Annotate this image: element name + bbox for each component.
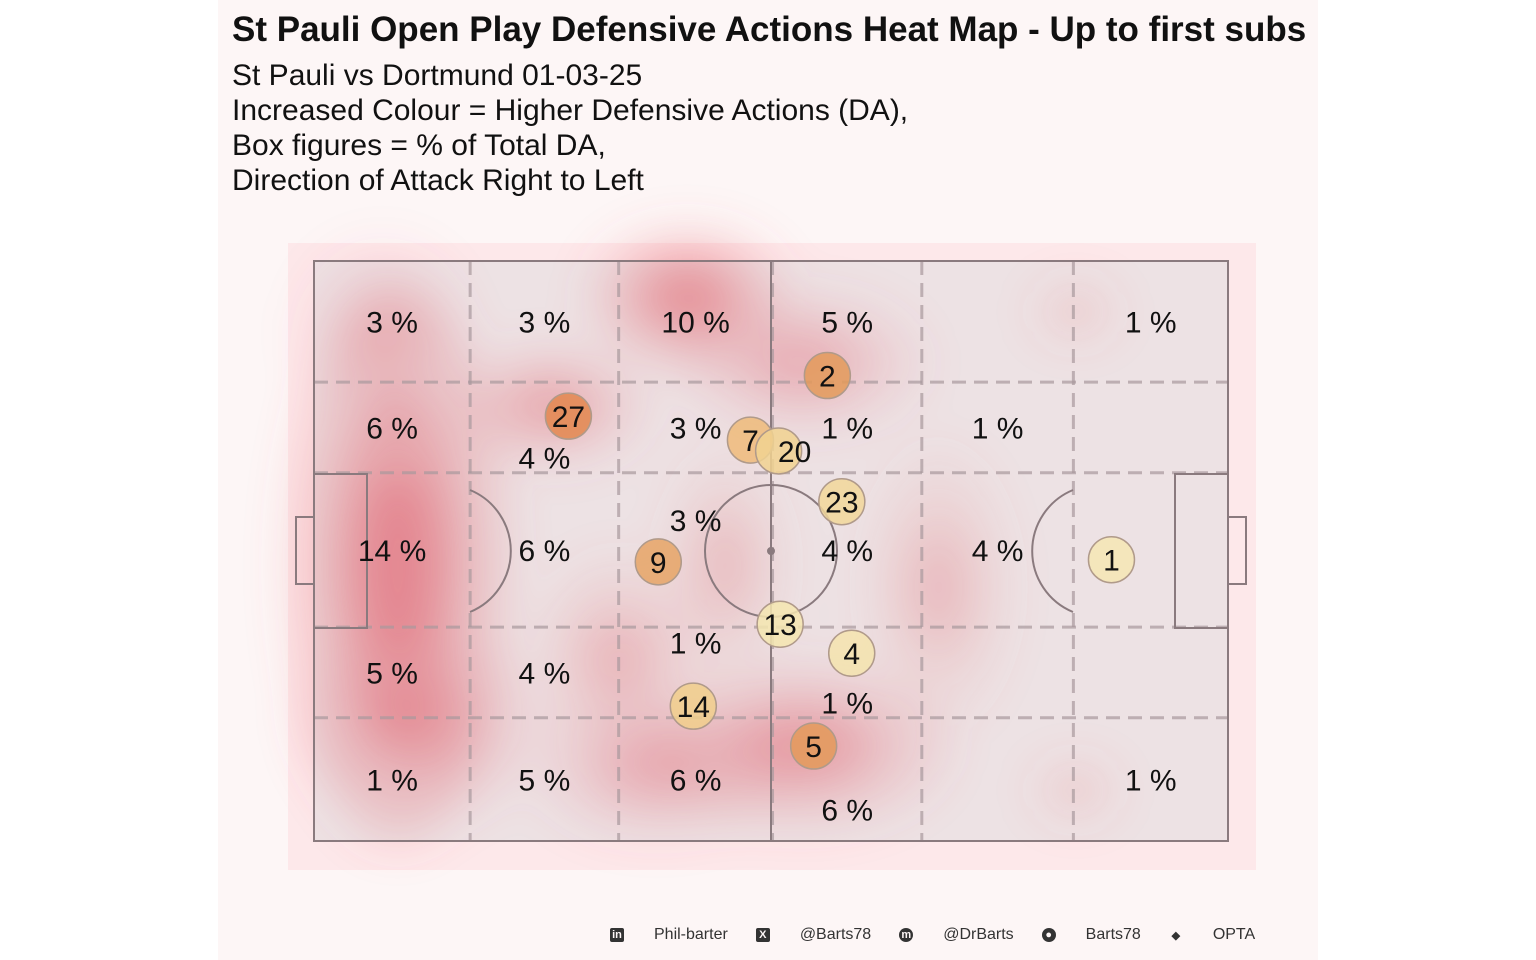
zone-percent-label: 14 % bbox=[358, 535, 426, 568]
footer-linkedin: Phil-barter bbox=[654, 926, 728, 943]
footer-credits: in Phil-barter X @Barts78 m @DrBarts ● B… bbox=[610, 926, 1283, 944]
pitch-markings bbox=[295, 260, 1247, 842]
player-markers: 2 27 7 20 23 9 1 13 4 14 5 bbox=[544, 351, 1136, 770]
player-marker: 9 bbox=[634, 538, 683, 586]
x-twitter-icon: X bbox=[755, 928, 770, 942]
linkedin-icon: in bbox=[610, 928, 624, 942]
zone-percent-label: 5 % bbox=[519, 764, 571, 797]
player-number: 5 bbox=[805, 731, 822, 764]
zone-percent-label: 3 % bbox=[519, 307, 571, 340]
subtitle-line: Increased Colour = Higher Defensive Acti… bbox=[232, 94, 909, 127]
player-circle bbox=[827, 629, 876, 677]
density-blob bbox=[653, 273, 721, 322]
player-number: 23 bbox=[825, 487, 858, 520]
chart-title: St Pauli Open Play Defensive Actions Hea… bbox=[232, 10, 1307, 49]
player-marker: 13 bbox=[756, 600, 804, 648]
zone-percent-label: 10 % bbox=[661, 307, 729, 340]
zone-percent-label: 3 % bbox=[366, 307, 418, 340]
player-marker: 27 bbox=[544, 392, 593, 440]
player-marker: 4 bbox=[827, 629, 876, 677]
density-blob bbox=[1058, 299, 1093, 324]
player-number: 9 bbox=[650, 547, 667, 580]
player-marker: 5 bbox=[789, 722, 838, 770]
footer-mastodon: @DrBarts bbox=[943, 926, 1014, 943]
zone-percent-label: 4 % bbox=[972, 535, 1024, 568]
zone-percent-label: 1 % bbox=[1125, 307, 1177, 340]
zone-percent-label: 4 % bbox=[519, 442, 571, 475]
zone-percent-label: 5 % bbox=[821, 307, 873, 340]
left-penalty-arc bbox=[469, 489, 512, 613]
zone-percent-label: 1 % bbox=[821, 687, 873, 720]
density-blob bbox=[378, 693, 463, 757]
player-circle bbox=[803, 351, 852, 400]
zone-percent-label: 6 % bbox=[366, 412, 418, 445]
player-circle bbox=[669, 682, 718, 730]
zone-percent-label: 1 % bbox=[972, 412, 1024, 445]
player-number: 13 bbox=[763, 609, 796, 642]
zone-percent-label: 6 % bbox=[519, 535, 571, 568]
footer-source: OPTA bbox=[1212, 926, 1256, 943]
player-marker: 2 bbox=[803, 351, 852, 400]
zone-percent-label: 4 % bbox=[821, 535, 873, 568]
density-blob bbox=[913, 539, 964, 636]
dropbox-icon: ◆ bbox=[1171, 929, 1181, 942]
right-goal bbox=[1227, 516, 1247, 585]
zone-percent-label: 6 % bbox=[821, 794, 873, 827]
centre-spot bbox=[767, 547, 775, 555]
subtitle-line: Box figures = % of Total DA, bbox=[232, 129, 606, 162]
player-circle bbox=[1087, 535, 1136, 584]
player-marker: 20 bbox=[754, 427, 811, 475]
player-number: 4 bbox=[843, 638, 860, 671]
zone-percent-label: 1 % bbox=[366, 764, 418, 797]
player-marker: 1 bbox=[1087, 535, 1136, 584]
zone-percent-label: 3 % bbox=[670, 505, 722, 538]
footer-x: @Barts78 bbox=[799, 926, 872, 943]
right-penalty-arc bbox=[1031, 489, 1074, 613]
density-layer bbox=[288, 227, 1125, 844]
player-number: 2 bbox=[819, 361, 836, 394]
zone-percent-label: 1 % bbox=[670, 627, 722, 660]
player-number: 27 bbox=[552, 401, 585, 434]
github-icon: ● bbox=[1041, 928, 1056, 942]
player-number: 1 bbox=[1103, 545, 1120, 578]
player-circle bbox=[544, 392, 593, 440]
subtitle-line: Direction of Attack Right to Left bbox=[232, 164, 644, 197]
mastodon-icon: m bbox=[899, 928, 914, 942]
player-circle bbox=[789, 722, 838, 770]
density-blob bbox=[360, 469, 436, 662]
player-circle bbox=[634, 538, 683, 586]
zone-percent-label: 1 % bbox=[821, 412, 873, 445]
player-number: 14 bbox=[677, 691, 710, 724]
zone-percent-label: 5 % bbox=[366, 657, 418, 690]
player-circle bbox=[756, 600, 804, 648]
player-marker: 23 bbox=[818, 477, 866, 526]
density-blob bbox=[353, 301, 412, 366]
player-number: 20 bbox=[778, 436, 811, 469]
player-marker: 14 bbox=[669, 682, 718, 730]
density-blob bbox=[1058, 778, 1093, 803]
zone-percent-label: 1 % bbox=[1125, 764, 1177, 797]
zone-percent-label: 4 % bbox=[519, 657, 571, 690]
subtitle-line: St Pauli vs Dortmund 01-03-25 bbox=[232, 59, 643, 92]
zone-percent-label: 3 % bbox=[670, 412, 722, 445]
left-goal bbox=[295, 516, 315, 585]
player-circle bbox=[754, 427, 803, 475]
player-circle bbox=[818, 477, 866, 526]
zone-percent-label: 6 % bbox=[670, 764, 722, 797]
player-number: 7 bbox=[742, 425, 759, 458]
footer-github: Barts78 bbox=[1085, 926, 1141, 943]
zone-percent-labels: 3 % 3 % 10 % 5 % 1 %6 %4 %3 % 1 % 1 %14 % 6 %3 … bbox=[358, 307, 1177, 828]
